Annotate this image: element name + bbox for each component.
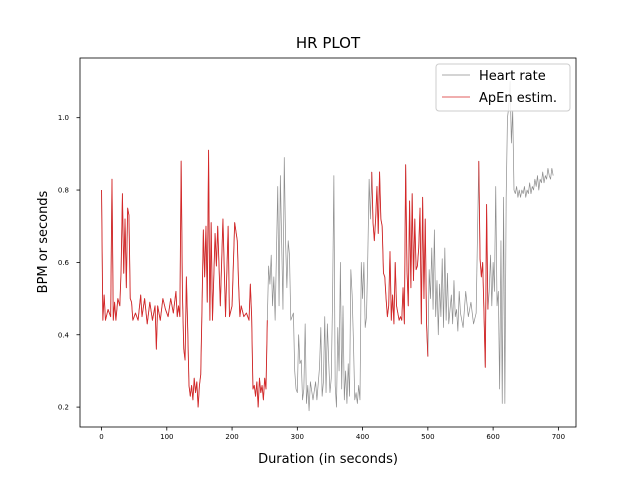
y-tick-label: 0.6 <box>58 259 70 267</box>
x-axis-ticks: 0 100 200 300 400 500 600 700 <box>99 427 565 441</box>
y-tick-label: 0.8 <box>58 187 69 195</box>
chart-title: HR PLOT <box>296 34 361 52</box>
series-line-apen-segment-2 <box>478 161 489 368</box>
plot-area: 0 100 200 300 400 500 600 700 0.2 0.4 0.6 0.8 1.0 <box>58 57 577 441</box>
legend: Heart rate ApEn estim. <box>435 63 571 112</box>
series-line-apen-segment-0 <box>101 149 268 408</box>
y-axis-label: BPM or seconds <box>36 190 51 293</box>
x-axis-label: Duration (in seconds) <box>258 452 398 467</box>
legend-label-apen: ApEn estim. <box>479 91 557 106</box>
x-tick-label: 500 <box>421 433 434 441</box>
x-tick-label: 400 <box>356 433 369 441</box>
series-line-apen-segment-1 <box>371 164 429 357</box>
x-tick-label: 200 <box>225 433 238 441</box>
x-tick-label: 600 <box>486 433 499 441</box>
legend-label-heart-rate: Heart rate <box>479 69 546 84</box>
axes-frame <box>79 57 577 428</box>
x-tick-label: 0 <box>99 433 103 441</box>
x-tick-label: 300 <box>291 433 304 441</box>
y-tick-label: 1.0 <box>58 114 69 122</box>
series-layer <box>101 81 554 412</box>
plot-background <box>80 58 576 427</box>
y-tick-label: 0.4 <box>58 331 70 339</box>
x-tick-label: 700 <box>552 433 565 441</box>
legend-frame <box>435 63 571 112</box>
y-tick-label: 0.2 <box>58 404 69 412</box>
y-axis-ticks: 0.2 0.4 0.6 0.8 1.0 <box>58 114 80 412</box>
x-tick-label: 100 <box>160 433 173 441</box>
